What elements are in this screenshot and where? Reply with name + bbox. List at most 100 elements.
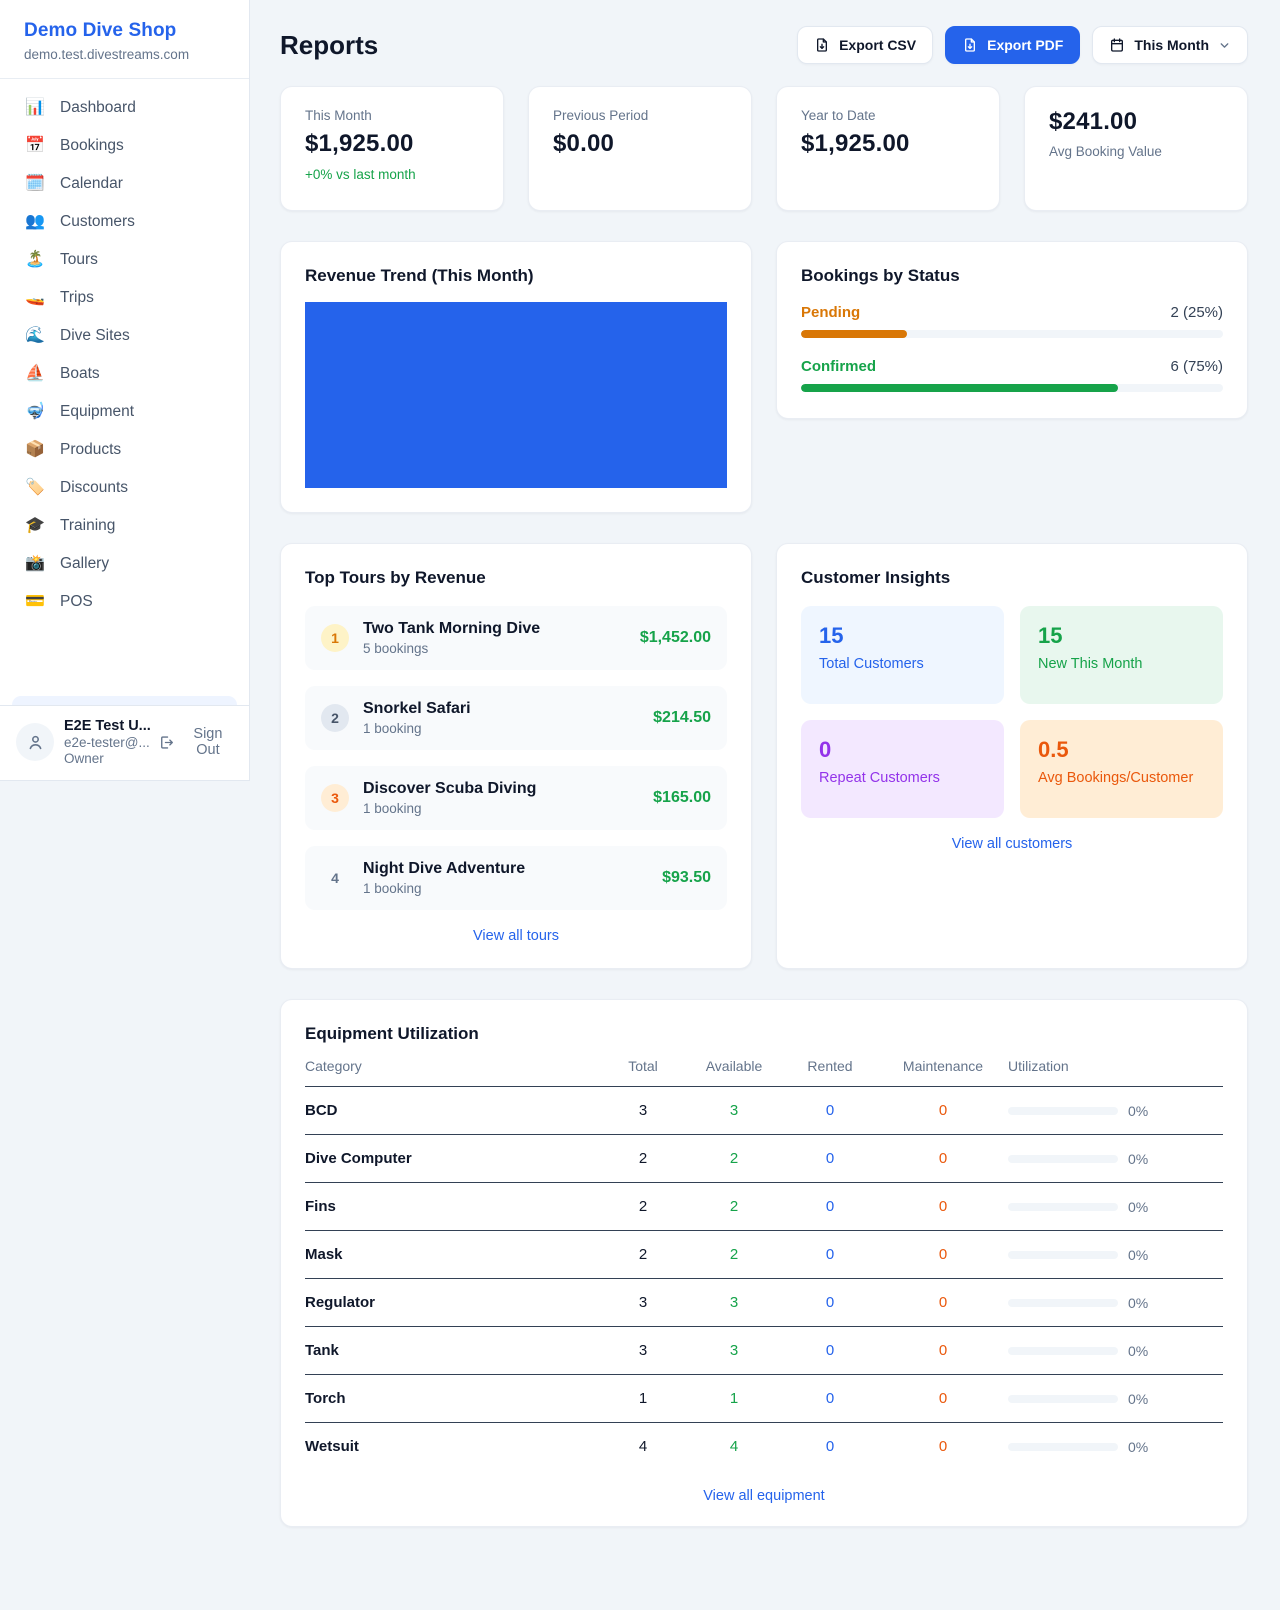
trips-boat-icon: 🚤 [25,289,45,306]
rank-badge: 3 [321,784,349,812]
sidebar-item-dashboard[interactable]: 📊 Dashboard [12,89,237,127]
file-download-icon [965,38,976,52]
cell-total: 4 [638,1438,648,1455]
cell-rented: 0 [825,1438,835,1455]
equipment-mask-icon: 🤿 [25,403,45,420]
insight-value: 0.5 [1038,737,1069,762]
sidebar-item-reports-partial[interactable] [12,696,237,705]
cell-maintenance: 0 [938,1246,948,1263]
table-row: Dive Computer 2 2 0 0 0% [305,1135,1223,1183]
tour-bookings-count: 1 booking [363,721,422,736]
brand-name[interactable]: Demo Dive Shop [24,20,177,41]
list-item-tour[interactable]: 2 Snorkel Safari 1 booking $214.50 [305,686,727,750]
view-all-equipment-link[interactable]: View all equipment [703,1488,825,1504]
cell-maintenance: 0 [938,1390,948,1407]
stat-value: $1,925.00 [801,130,910,157]
revenue-trend-title: Revenue Trend (This Month) [305,266,534,285]
export-pdf-button[interactable]: Export PDF [945,26,1081,64]
view-all-tours-link[interactable]: View all tours [473,928,559,944]
cell-available: 4 [729,1438,739,1455]
user-icon [29,735,41,749]
sidebar-item-calendar[interactable]: 🗓️ Calendar [12,165,237,203]
stat-label: Year to Date [801,108,876,123]
sidebar-item-training[interactable]: 🎓 Training [12,507,237,545]
calendar-icon: 🗓️ [25,175,45,192]
top-tours-title: Top Tours by Revenue [305,568,486,587]
cell-category: Mask [305,1246,343,1263]
table-row: Fins 2 2 0 0 0% [305,1183,1223,1231]
table-row: Tank 3 3 0 0 0% [305,1327,1223,1375]
status-value: 6 (75%) [1170,358,1223,375]
cell-category: Fins [305,1198,336,1215]
cell-available: 1 [729,1390,739,1407]
bookings-by-status-title: Bookings by Status [801,266,960,285]
sign-out-button[interactable]: Sign Out [158,726,235,758]
list-item-tour[interactable]: 3 Discover Scuba Diving 1 booking $165.0… [305,766,727,830]
sidebar-item-label: Tours [60,251,98,268]
status-bar-track [801,330,1223,338]
cell-maintenance: 0 [938,1294,948,1311]
sidebar-item-customers[interactable]: 👥 Customers [12,203,237,241]
list-item-tour[interactable]: 1 Two Tank Morning Dive 5 bookings $1,45… [305,606,727,670]
tour-name: Night Dive Adventure [363,860,526,877]
customer-insights-title: Customer Insights [801,568,951,587]
cell-maintenance: 0 [938,1102,948,1119]
utilization-bar [1008,1346,1118,1355]
customer-insights-card: Customer Insights 15 Total Customers 15 … [776,543,1248,969]
stats-row: This Month $1,925.00 +0% vs last month P… [280,86,1248,211]
view-all-customers-link[interactable]: View all customers [951,836,1073,852]
insight-grid: 15 Total Customers 15 New This Month 0 R… [801,606,1223,818]
sidebar-item-dive-sites[interactable]: 🌊 Dive Sites [12,317,237,355]
insight-value: 15 [819,623,844,648]
utilization-bar [1008,1250,1118,1259]
insight-tile: 0.5 Avg Bookings/Customer [1020,720,1223,818]
cell-maintenance: 0 [938,1198,948,1215]
sidebar-item-tours[interactable]: 🏝️ Tours [12,241,237,279]
sign-out-label: Sign Out [193,726,223,758]
sidebar-item-boats[interactable]: ⛵ Boats [12,355,237,393]
cell-rented: 0 [825,1246,835,1263]
sidebar-item-label: Calendar [60,175,123,192]
tour-bookings-count: 1 booking [363,801,422,816]
utilization-bar [1008,1298,1118,1307]
gallery-camera-icon: 📸 [25,555,45,572]
tour-revenue: $214.50 [653,709,711,726]
period-select[interactable]: This Month [1092,26,1248,64]
sidebar-item-gallery[interactable]: 📸 Gallery [12,545,237,583]
cell-utilization: 0% [1128,1438,1149,1455]
cell-rented: 0 [825,1342,835,1359]
export-csv-button[interactable]: Export CSV [797,26,934,64]
page-title: Reports [280,29,379,60]
utilization-bar [1008,1154,1118,1163]
products-box-icon: 📦 [25,441,45,458]
sidebar-item-label: Dashboard [60,99,136,116]
tour-name: Snorkel Safari [363,700,471,717]
sidebar-item-products[interactable]: 📦 Products [12,431,237,469]
table-body: BCD 3 3 0 0 0% Dive Computer 2 2 0 0 0% … [305,1087,1223,1470]
cell-total: 2 [638,1246,648,1263]
sidebar-item-label: Products [60,441,122,458]
sidebar-item-trips[interactable]: 🚤 Trips [12,279,237,317]
logout-icon [160,735,173,749]
sidebar-item-discounts[interactable]: 🏷️ Discounts [12,469,237,507]
sidebar-item-pos[interactable]: 💳 POS [12,583,237,621]
user-name: E2E Test U... [64,718,151,734]
stat-card-previous-period: Previous Period $0.00 [528,86,752,211]
status-row: Pending 2 (25%) [801,304,1223,338]
table-row: BCD 3 3 0 0 0% [305,1087,1223,1135]
table-row: Regulator 3 3 0 0 0% [305,1279,1223,1327]
cell-rented: 0 [825,1294,835,1311]
pos-card-icon: 💳 [25,593,45,610]
sidebar-item-bookings[interactable]: 📅 Bookings [12,127,237,165]
cell-total: 3 [638,1294,648,1311]
export-csv-label: Export CSV [839,37,917,53]
chevron-down-icon [1220,42,1229,48]
sidebar-item-label: Gallery [60,555,110,572]
stat-value: $241.00 [1049,108,1138,135]
list-item-tour[interactable]: 4 Night Dive Adventure 1 booking $93.50 [305,846,727,910]
boats-sailboat-icon: ⛵ [25,365,45,382]
discounts-tag-icon: 🏷️ [25,479,45,496]
sidebar-item-equipment[interactable]: 🤿 Equipment [12,393,237,431]
sidebar-item-label: Equipment [60,403,135,420]
period-label: This Month [1134,37,1209,53]
